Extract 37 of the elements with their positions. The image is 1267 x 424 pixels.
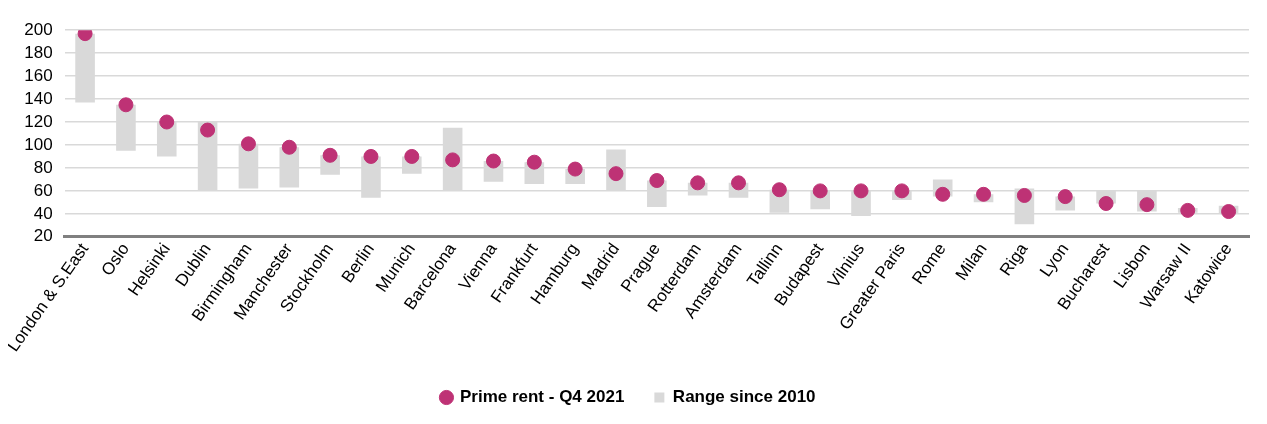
point bbox=[404, 148, 420, 164]
legend-label: Range since 2010 bbox=[672, 387, 816, 407]
point bbox=[690, 175, 706, 191]
point bbox=[200, 122, 216, 138]
point bbox=[567, 161, 583, 177]
y-tick-label: 80 bbox=[33, 157, 53, 177]
y-tick-label: 180 bbox=[24, 42, 53, 62]
point bbox=[1016, 187, 1032, 203]
y-tick-label: 20 bbox=[33, 226, 53, 246]
point bbox=[118, 97, 134, 113]
legend-label: Prime rent - Q4 2021 bbox=[459, 387, 625, 407]
point bbox=[1180, 202, 1196, 218]
point bbox=[1057, 189, 1073, 205]
point bbox=[894, 183, 910, 199]
y-tick-label: 200 bbox=[24, 19, 53, 39]
y-tick-label: 60 bbox=[33, 180, 53, 200]
y-tick-label: 160 bbox=[24, 65, 53, 85]
y-tick-label: 100 bbox=[24, 134, 53, 154]
point bbox=[485, 153, 501, 169]
point bbox=[281, 139, 297, 155]
point bbox=[363, 148, 379, 164]
y-tick-label: 120 bbox=[24, 111, 53, 131]
point bbox=[322, 147, 338, 163]
y-tick-label: 140 bbox=[24, 88, 53, 108]
point bbox=[976, 186, 992, 202]
point bbox=[1221, 204, 1237, 220]
point bbox=[526, 154, 542, 170]
point bbox=[159, 114, 175, 130]
point bbox=[731, 175, 747, 191]
point bbox=[935, 186, 951, 202]
point bbox=[812, 183, 828, 199]
point bbox=[649, 173, 665, 189]
point bbox=[240, 136, 256, 152]
y-tick-label: 40 bbox=[33, 203, 53, 223]
point bbox=[853, 183, 869, 199]
point bbox=[771, 182, 787, 198]
point bbox=[1098, 196, 1114, 211]
